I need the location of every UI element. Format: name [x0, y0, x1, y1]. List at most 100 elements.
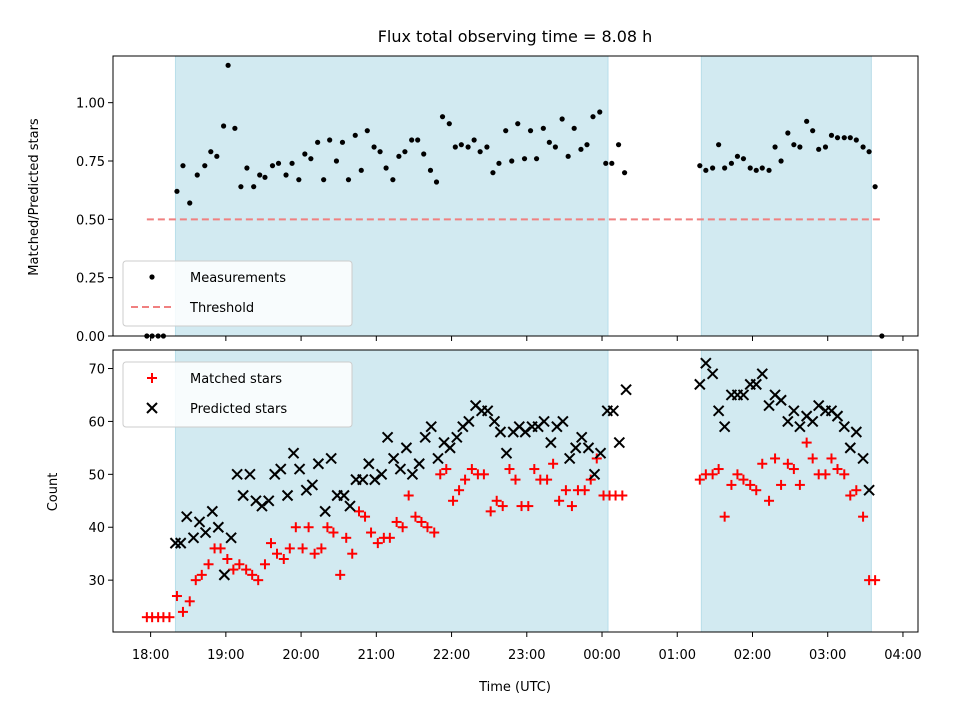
- legend-label: Threshold: [189, 301, 254, 316]
- bottom-panel-y-axis-label: Count: [46, 473, 61, 512]
- data-point: [460, 474, 471, 485]
- data-point: [563, 452, 576, 465]
- data-point: [244, 165, 250, 171]
- data-point: [533, 156, 540, 162]
- data-point: [866, 149, 872, 155]
- top-panel-y-axis-label: Matched/Predicted stars: [27, 118, 42, 276]
- data-point: [734, 153, 741, 159]
- data-point: [542, 474, 553, 485]
- data-point: [425, 421, 437, 433]
- x-tick-label: 20:00: [282, 648, 319, 663]
- data-point: [710, 165, 716, 171]
- data-point: [234, 559, 245, 570]
- data-point: [719, 511, 730, 522]
- data-point: [175, 537, 187, 549]
- data-point: [181, 510, 193, 523]
- data-point: [241, 564, 252, 575]
- data-point: [247, 569, 258, 580]
- data-point: [582, 442, 595, 454]
- series-measurements: [144, 62, 885, 339]
- data-point: [566, 501, 577, 512]
- data-point: [256, 500, 268, 512]
- data-point: [832, 464, 843, 475]
- data-point: [750, 378, 762, 391]
- data-point: [319, 505, 331, 518]
- data-point: [834, 135, 841, 141]
- data-point: [538, 415, 550, 428]
- data-point: [850, 426, 863, 438]
- data-point: [416, 516, 427, 527]
- data-point: [559, 116, 565, 122]
- data-point: [397, 522, 408, 533]
- data-point: [841, 135, 847, 141]
- data-point: [764, 495, 775, 506]
- data-point: [384, 532, 395, 543]
- data-point: [613, 436, 626, 449]
- data-point: [458, 142, 464, 148]
- data-point: [339, 139, 346, 145]
- data-point: [212, 521, 225, 533]
- x-tick-label: 19:00: [207, 648, 244, 663]
- x-axis-label: Time (UTC): [478, 680, 551, 695]
- data-point: [402, 149, 408, 155]
- data-point: [503, 128, 509, 134]
- data-point: [269, 163, 276, 169]
- data-point: [753, 167, 759, 173]
- data-point: [199, 526, 212, 539]
- data-point: [263, 495, 275, 507]
- data-point: [441, 464, 452, 475]
- data-point: [364, 128, 370, 134]
- data-point: [265, 538, 276, 549]
- data-point: [694, 474, 705, 485]
- data-point: [546, 139, 552, 145]
- data-point: [816, 146, 822, 152]
- legend-label: Predicted stars: [190, 402, 287, 417]
- data-point: [315, 139, 321, 145]
- data-point: [296, 177, 302, 183]
- data-point: [396, 153, 402, 159]
- data-point: [527, 128, 534, 134]
- legend-box: [122, 260, 353, 327]
- axes-frame: [112, 55, 919, 337]
- data-point: [521, 156, 528, 162]
- data-point: [238, 184, 244, 190]
- data-point: [171, 591, 182, 602]
- data-point: [838, 421, 850, 433]
- data-point: [451, 431, 463, 444]
- data-point: [806, 415, 819, 428]
- data-point: [860, 144, 866, 150]
- data-point: [283, 172, 289, 178]
- data-point: [358, 167, 364, 173]
- data-point: [851, 485, 862, 496]
- data-point: [446, 121, 452, 127]
- x-tick-label: 03:00: [809, 648, 846, 663]
- data-point: [722, 165, 728, 171]
- data-point: [794, 479, 805, 490]
- data-point: [444, 442, 456, 454]
- data-point: [433, 179, 440, 185]
- data-point: [174, 188, 180, 194]
- data-point: [839, 469, 850, 480]
- data-point: [820, 469, 831, 480]
- legend-box: [122, 361, 353, 428]
- data-point: [375, 468, 388, 481]
- data-point: [333, 158, 340, 164]
- count-panel: 18:00 19:00 20:00 21:00 22:00 23:00 00:00 01:00…: [88, 349, 922, 663]
- data-point: [203, 559, 214, 570]
- data-point: [400, 442, 413, 454]
- data-point: [491, 495, 502, 506]
- data-point: [413, 458, 425, 470]
- data-point: [575, 431, 588, 444]
- data-point: [757, 458, 768, 469]
- data-point: [510, 474, 521, 485]
- data-point: [164, 612, 175, 623]
- data-point: [712, 405, 725, 417]
- data-point: [322, 522, 333, 533]
- data-point: [571, 125, 577, 131]
- data-point: [545, 436, 557, 449]
- data-point: [778, 158, 784, 164]
- data-point: [801, 437, 812, 448]
- data-point: [335, 569, 346, 580]
- data-point: [366, 527, 377, 538]
- data-point: [289, 160, 295, 166]
